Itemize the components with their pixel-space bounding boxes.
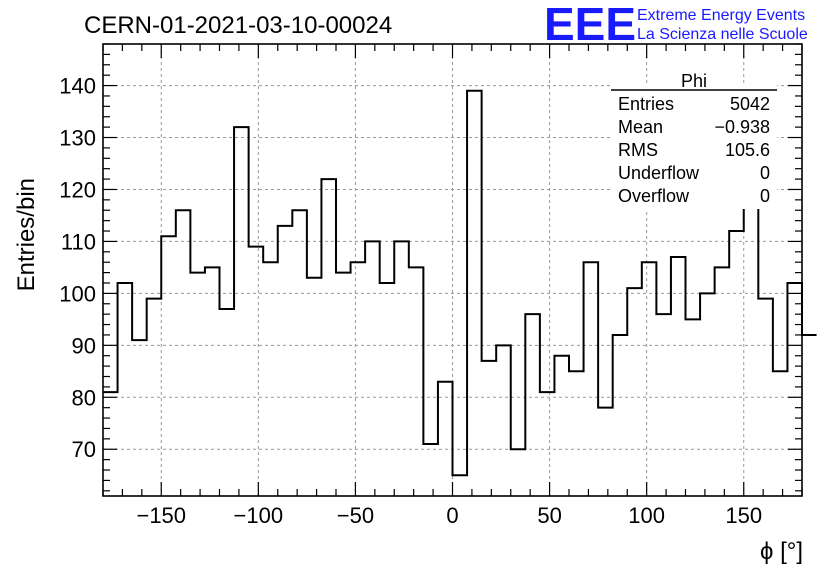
stats-value: 0 bbox=[760, 163, 770, 183]
stats-label: Entries bbox=[618, 94, 674, 114]
histogram-bin bbox=[656, 314, 671, 496]
y-tick-label: 140 bbox=[59, 74, 96, 99]
histogram-bin bbox=[686, 319, 701, 496]
stats-value: 0 bbox=[760, 186, 770, 206]
histogram-bin bbox=[569, 371, 584, 496]
histogram-bin bbox=[453, 475, 468, 496]
histogram-bin bbox=[496, 345, 511, 496]
histogram-outline bbox=[103, 89, 817, 477]
histogram-bin bbox=[584, 262, 599, 496]
histogram-bin bbox=[700, 293, 715, 496]
histogram-bin bbox=[220, 309, 235, 496]
histogram-bin bbox=[321, 179, 336, 496]
stats-label: Overflow bbox=[618, 186, 690, 206]
histogram-bin bbox=[307, 278, 322, 496]
histogram-bin bbox=[715, 267, 730, 496]
y-tick-label: 110 bbox=[61, 229, 96, 254]
histogram-bin bbox=[380, 283, 395, 496]
histogram-bin bbox=[249, 247, 264, 496]
histogram-bin bbox=[773, 371, 788, 496]
x-tick-label: 150 bbox=[725, 503, 762, 528]
histogram-bin bbox=[511, 449, 526, 496]
plot-frame bbox=[102, 43, 803, 497]
histogram-bin bbox=[132, 340, 147, 496]
x-tick-label: −100 bbox=[234, 503, 284, 528]
histogram-bin bbox=[642, 262, 657, 496]
run-title: CERN-01-2021-03-10-00024 bbox=[84, 12, 392, 39]
logo-line-2: La Scienza nelle Scuole bbox=[637, 26, 808, 43]
histogram-bin bbox=[540, 392, 555, 496]
histogram-bin bbox=[467, 91, 482, 496]
stats-box-background bbox=[611, 83, 777, 209]
stats-label: Mean bbox=[618, 117, 663, 137]
histogram-bin bbox=[394, 241, 409, 496]
stats-value: 5042 bbox=[730, 94, 770, 114]
y-tick-label: 70 bbox=[72, 437, 96, 462]
histogram-bin bbox=[409, 267, 424, 496]
eee-logo: EEE bbox=[544, 0, 636, 50]
stats-value: −0.938 bbox=[714, 117, 770, 137]
histogram-steps bbox=[103, 89, 817, 496]
histogram-bin bbox=[744, 174, 759, 496]
y-tick-label: 80 bbox=[72, 385, 96, 410]
histogram-bin bbox=[482, 361, 497, 496]
x-tick-label: 50 bbox=[537, 503, 561, 528]
x-tick-label: 100 bbox=[628, 503, 665, 528]
stats-label: RMS bbox=[618, 140, 658, 160]
histogram-bin bbox=[263, 262, 278, 496]
histogram-bin bbox=[351, 262, 366, 496]
y-tick-label: 130 bbox=[59, 126, 96, 151]
stats-box: Phi Entries 5042 Mean −0.938 RMS 105.6 Underfl… bbox=[611, 71, 777, 209]
x-tick-label: −150 bbox=[136, 503, 186, 528]
y-axis-title: Entries/bin bbox=[13, 178, 40, 291]
x-axis-title: ϕ [°] bbox=[760, 538, 803, 565]
histogram-bin bbox=[802, 335, 817, 496]
histogram-bin bbox=[176, 210, 191, 496]
histogram-bin bbox=[278, 226, 293, 496]
stats-title: Phi bbox=[681, 71, 707, 91]
histogram-bin bbox=[161, 236, 176, 496]
histogram-bin bbox=[598, 408, 613, 496]
stats-value: 105.6 bbox=[725, 140, 770, 160]
x-tick-label: −50 bbox=[337, 503, 374, 528]
y-tick-labels: 70 80 90 100 110 120 130 140 bbox=[59, 74, 96, 463]
histogram-bin bbox=[190, 273, 205, 496]
histogram-bin bbox=[671, 257, 686, 496]
y-tick-label: 100 bbox=[59, 281, 96, 306]
histogram-bin bbox=[554, 356, 569, 496]
histogram-bin bbox=[423, 444, 438, 496]
histogram-bin bbox=[525, 314, 540, 496]
logo-line-1: Extreme Energy Events bbox=[637, 7, 805, 24]
histogram-bin bbox=[205, 267, 220, 496]
histogram-bin bbox=[729, 231, 744, 496]
x-tick-label: 0 bbox=[446, 503, 458, 528]
histogram-bin bbox=[758, 299, 773, 496]
histogram-bin bbox=[147, 299, 162, 496]
histogram-bin bbox=[336, 273, 351, 496]
stats-label: Underflow bbox=[618, 163, 700, 183]
histogram-bin bbox=[234, 127, 249, 496]
histogram-bin bbox=[118, 283, 133, 496]
y-tick-label: 120 bbox=[59, 177, 96, 202]
histogram-bin bbox=[438, 382, 453, 496]
histogram-bin bbox=[292, 210, 307, 496]
x-tick-labels: −150 −100 −50 0 50 100 150 bbox=[136, 503, 762, 528]
histogram-bin bbox=[365, 241, 380, 496]
stats-rows: Entries 5042 Mean −0.938 RMS 105.6 Underflow 0 O… bbox=[618, 94, 770, 206]
y-tick-label: 90 bbox=[72, 333, 96, 358]
histogram-bin bbox=[627, 288, 642, 496]
histogram-bin bbox=[613, 335, 628, 496]
histogram-bin bbox=[787, 283, 802, 496]
